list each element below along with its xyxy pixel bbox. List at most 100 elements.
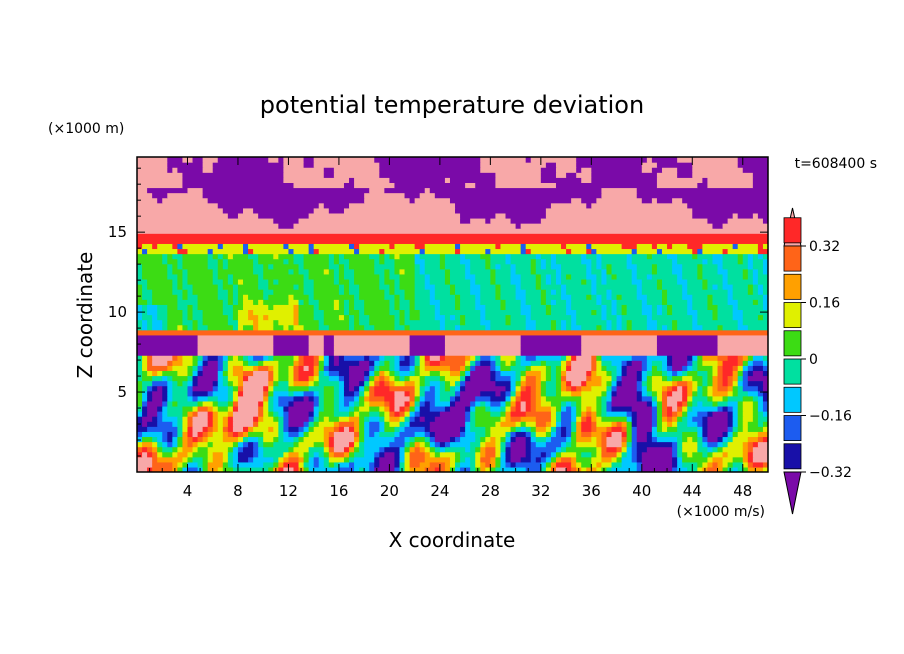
field-cell xyxy=(540,461,547,468)
field-cell xyxy=(460,304,476,311)
field-cell xyxy=(596,405,603,412)
field-cell xyxy=(162,197,209,204)
field-cell xyxy=(409,390,416,397)
field-cell xyxy=(167,253,173,260)
field-cell xyxy=(606,400,613,407)
field-cell xyxy=(354,436,360,443)
field-cell xyxy=(555,258,582,265)
field-cell xyxy=(192,411,199,417)
field-cell xyxy=(273,405,284,412)
field-cell xyxy=(535,253,542,260)
field-cell xyxy=(232,431,239,438)
field-cell xyxy=(631,319,648,326)
field-cell xyxy=(717,339,768,346)
field-cell xyxy=(485,441,497,448)
field-cell xyxy=(338,360,360,366)
field-cell xyxy=(328,360,335,366)
field-cell xyxy=(414,304,436,311)
field-cell xyxy=(293,324,305,331)
field-cell xyxy=(641,365,648,371)
field-cell xyxy=(308,273,335,280)
field-cell xyxy=(702,441,709,448)
field-cell xyxy=(672,304,688,311)
field-cell xyxy=(586,273,597,280)
field-cell xyxy=(424,441,431,448)
field-cell xyxy=(384,273,390,280)
field-cell xyxy=(243,370,254,377)
field-cell xyxy=(414,395,421,402)
field-cell xyxy=(616,451,623,458)
field-cell xyxy=(137,329,768,336)
field-cell xyxy=(243,207,254,214)
field-cell xyxy=(404,436,411,443)
field-cell xyxy=(525,411,552,417)
field-cell xyxy=(192,304,199,311)
field-cell xyxy=(243,278,259,285)
field-cell xyxy=(692,365,698,371)
field-cell xyxy=(313,294,355,300)
field-cell xyxy=(439,466,446,472)
field-cell xyxy=(677,273,683,280)
field-cell xyxy=(298,436,305,443)
colorbar: 0.320.160−0.16−0.32 xyxy=(783,207,852,515)
field-cell xyxy=(359,385,365,392)
field-cell xyxy=(692,212,734,219)
field-cell xyxy=(273,385,290,392)
field-cell xyxy=(354,319,360,326)
field-cell xyxy=(677,172,693,178)
field-cell xyxy=(505,441,512,448)
field-cell xyxy=(596,253,603,260)
field-cell xyxy=(318,299,335,305)
field-cell xyxy=(177,278,184,285)
field-cell xyxy=(682,385,688,392)
field-cell xyxy=(389,299,396,305)
field-cell xyxy=(571,405,577,412)
field-cell xyxy=(293,390,305,397)
field-cell xyxy=(212,273,219,280)
field-cell xyxy=(354,441,360,448)
field-cell xyxy=(137,339,199,346)
field-cell xyxy=(732,212,739,219)
field-cell xyxy=(343,299,350,305)
field-cell xyxy=(646,390,653,397)
field-cell xyxy=(455,304,461,311)
field-cell xyxy=(424,390,436,397)
field-cell xyxy=(207,253,214,260)
field-cell xyxy=(510,375,517,382)
field-cell xyxy=(182,324,189,331)
field-cell xyxy=(646,299,663,305)
field-cell xyxy=(343,426,350,432)
field-cell xyxy=(137,461,153,468)
field-cell xyxy=(399,431,416,438)
field-cell xyxy=(248,355,254,361)
field-cell xyxy=(212,431,224,438)
field-cell xyxy=(747,253,754,260)
field-cell xyxy=(263,263,269,270)
field-cell xyxy=(682,390,688,397)
field-cell xyxy=(631,253,648,260)
field-cell xyxy=(490,405,502,412)
field-cell xyxy=(545,207,693,214)
field-cell xyxy=(354,273,380,280)
field-cell xyxy=(636,451,643,458)
field-cell xyxy=(586,380,603,387)
field-cell xyxy=(333,339,411,346)
field-cell xyxy=(682,436,688,443)
field-cell xyxy=(187,411,194,417)
field-cell xyxy=(414,405,421,412)
field-cell xyxy=(545,390,557,397)
field-cell xyxy=(288,375,295,382)
field-cell xyxy=(490,278,497,285)
field-cell xyxy=(525,436,532,443)
field-cell xyxy=(182,416,189,422)
field-cell xyxy=(591,278,597,285)
field-cell xyxy=(152,456,158,463)
field-cell xyxy=(737,431,759,438)
field-cell xyxy=(369,370,375,377)
field-cell xyxy=(283,451,290,458)
field-cell xyxy=(278,370,290,377)
field-cell xyxy=(651,263,658,270)
field-cell xyxy=(747,360,754,366)
field-cell xyxy=(656,162,693,168)
field-cell xyxy=(727,461,734,468)
